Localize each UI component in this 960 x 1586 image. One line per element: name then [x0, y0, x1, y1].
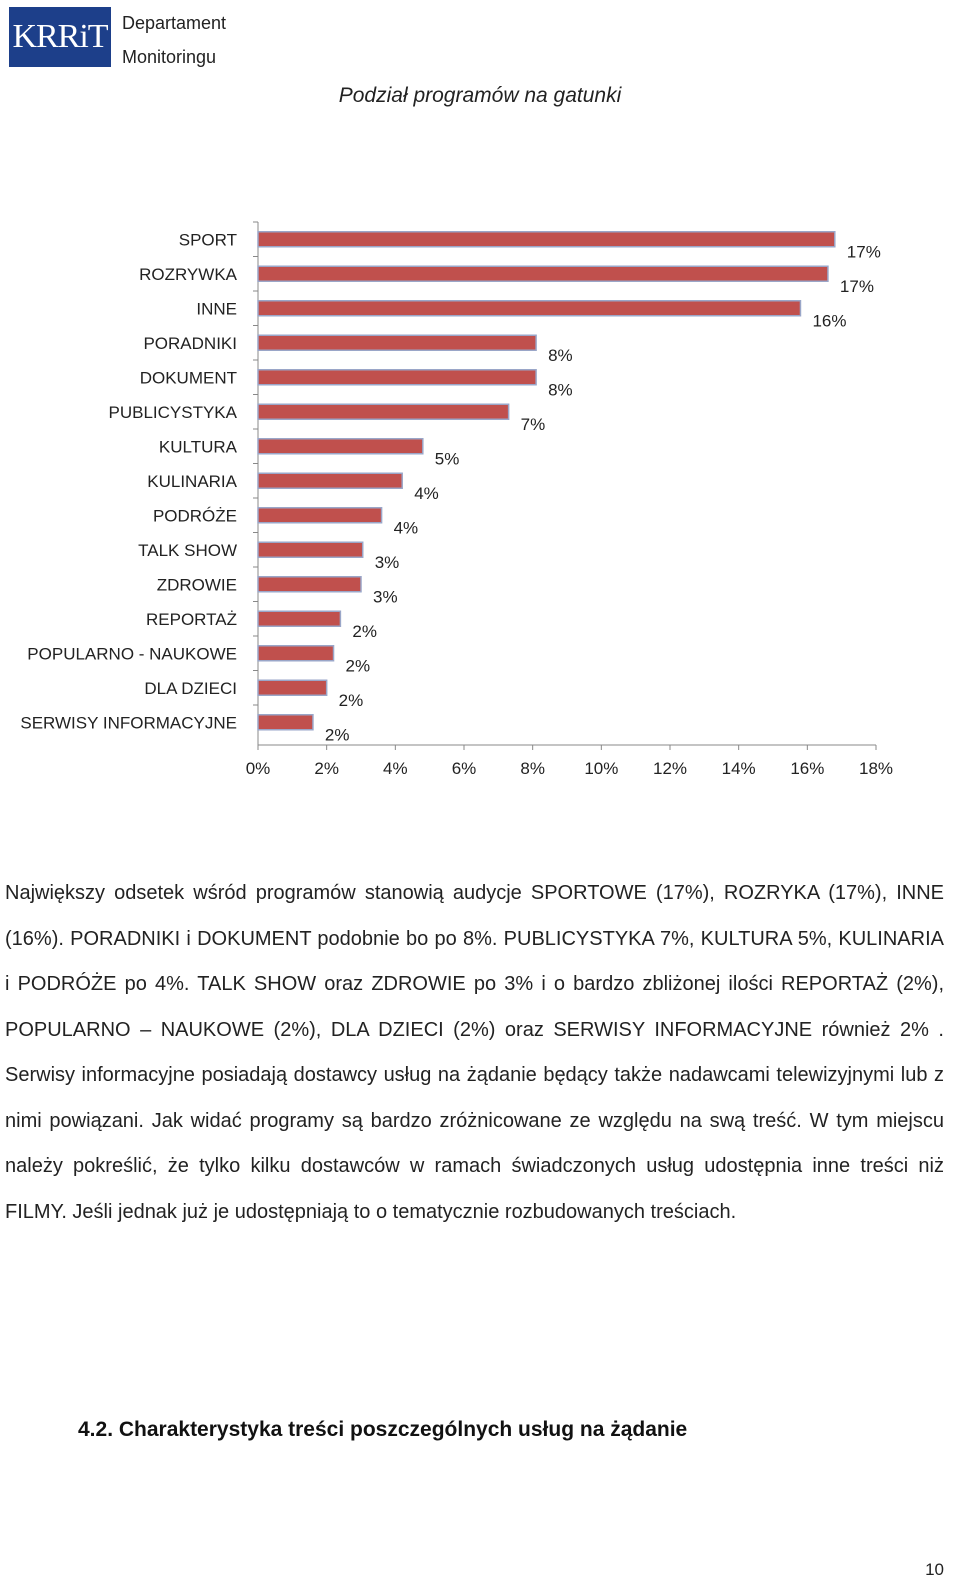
bar — [257, 369, 537, 386]
bar — [257, 472, 403, 489]
category-label: REPORTAŻ — [146, 610, 237, 629]
category-label: PODRÓŻE — [153, 506, 237, 525]
category-label: SERWISY INFORMACYJNE — [20, 713, 237, 732]
category-label: TALK SHOW — [138, 541, 237, 560]
section-heading: 4.2. Charakterystyka treści poszczególny… — [78, 1418, 688, 1441]
department-name: Departament Monitoringu — [122, 6, 226, 74]
x-tick-label: 18% — [859, 759, 893, 778]
bar — [257, 507, 383, 524]
data-label: 3% — [373, 587, 398, 606]
category-label: PUBLICYSTYKA — [109, 403, 238, 422]
category-label: KULTURA — [159, 437, 238, 456]
data-label: 4% — [394, 518, 419, 537]
bar — [257, 610, 342, 627]
bar — [257, 714, 314, 731]
bar — [257, 265, 829, 282]
bar — [257, 438, 424, 455]
x-tick-label: 8% — [520, 759, 545, 778]
chart-title: Podział programów na gatunki — [338, 84, 622, 107]
summary-paragraph: Największy odsetek wśród programów stano… — [5, 882, 944, 1223]
x-tick-label: 16% — [790, 759, 824, 778]
logo-text: KRRiT — [12, 18, 108, 55]
x-tick-label: 10% — [584, 759, 618, 778]
bar — [257, 541, 364, 558]
x-tick-label: 14% — [722, 759, 756, 778]
krrit-logo: KRRiT — [9, 7, 111, 67]
category-label: DOKUMENT — [140, 368, 237, 387]
data-label: 8% — [548, 380, 573, 399]
category-label: ROZRYWKA — [139, 265, 238, 284]
genre-bar-chart: SPORT 17% ROZRYWKA 17% INNE 16% PORADNIKI 8% DOK… — [20, 221, 893, 778]
data-label: 7% — [521, 415, 546, 434]
department-line-1: Departament — [122, 13, 227, 33]
category-label: ZDROWIE — [157, 575, 237, 594]
data-label: 2% — [325, 725, 350, 744]
data-label: 17% — [840, 277, 874, 296]
bar — [257, 300, 802, 317]
x-tick-label: 4% — [383, 759, 408, 778]
bar — [257, 334, 537, 351]
category-label: PORADNIKI — [143, 334, 237, 353]
data-label: 2% — [346, 656, 371, 675]
department-line-2: Monitoringu — [122, 47, 217, 67]
category-label: KULINARIA — [147, 472, 237, 491]
category-label: INNE — [196, 299, 237, 318]
data-label: 2% — [352, 622, 377, 641]
bar — [257, 679, 328, 696]
data-label: 5% — [435, 449, 460, 468]
category-label: DLA DZIECI — [144, 679, 237, 698]
bar — [257, 576, 362, 593]
x-tick-label: 12% — [653, 759, 687, 778]
x-tick-label: 0% — [246, 759, 271, 778]
data-label: 8% — [548, 346, 573, 365]
data-label: 4% — [414, 484, 439, 503]
data-label: 17% — [847, 242, 881, 261]
x-tick-label: 6% — [452, 759, 477, 778]
data-label: 2% — [339, 691, 364, 710]
bar — [257, 403, 510, 420]
bar — [257, 645, 335, 662]
bar — [257, 231, 836, 248]
category-label: POPULARNO - NAUKOWE — [27, 644, 237, 663]
x-tick-label: 2% — [314, 759, 339, 778]
data-label: 16% — [812, 311, 846, 330]
category-label: SPORT — [179, 230, 237, 249]
page-number: 10 — [925, 1560, 944, 1579]
data-label: 3% — [375, 553, 400, 572]
